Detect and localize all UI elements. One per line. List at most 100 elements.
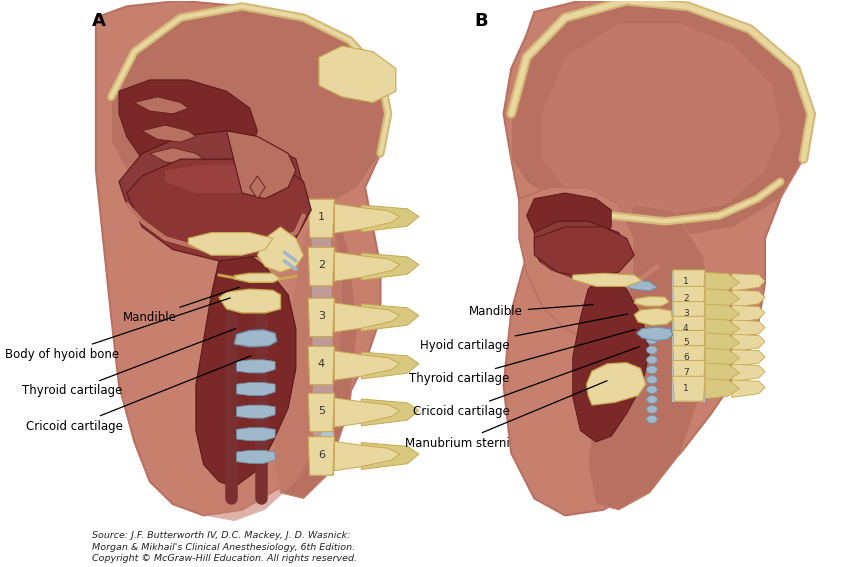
Polygon shape [673,346,705,371]
Polygon shape [308,437,335,475]
Polygon shape [673,361,705,386]
Text: Hyoid cartilage: Hyoid cartilage [420,314,628,352]
Text: Thyroid cartilage: Thyroid cartilage [409,329,636,385]
Polygon shape [732,334,765,352]
Text: Manubrium sterni: Manubrium sterni [405,380,607,450]
Polygon shape [335,351,400,380]
Polygon shape [504,1,803,515]
Polygon shape [165,165,288,193]
Polygon shape [335,252,400,281]
Circle shape [647,386,657,393]
Polygon shape [227,131,296,198]
Polygon shape [673,302,705,327]
Polygon shape [672,272,705,402]
Polygon shape [308,247,335,286]
Polygon shape [673,331,705,356]
Text: 6: 6 [683,353,689,362]
Polygon shape [673,286,705,311]
Circle shape [647,405,657,413]
Text: Mandible: Mandible [123,287,239,324]
Polygon shape [361,352,419,379]
Polygon shape [732,274,765,291]
Text: Body of hyoid bone: Body of hyoid bone [5,298,230,361]
Polygon shape [308,393,335,431]
Text: A: A [92,12,106,30]
Text: Thyroid cartilage: Thyroid cartilage [22,329,236,397]
Polygon shape [705,272,740,293]
Polygon shape [237,383,275,396]
Text: 2: 2 [683,294,689,303]
Polygon shape [135,97,188,114]
Text: 3: 3 [683,309,689,318]
Polygon shape [673,270,705,295]
Polygon shape [542,23,781,215]
Text: 5: 5 [683,338,689,347]
Polygon shape [634,297,669,306]
Polygon shape [705,289,740,308]
Text: B: B [474,12,488,30]
Polygon shape [527,193,611,249]
Polygon shape [705,363,740,383]
Polygon shape [637,327,673,341]
Circle shape [647,356,657,364]
Text: 3: 3 [317,311,325,321]
Text: Cricoid cartilage: Cricoid cartilage [26,356,251,433]
Polygon shape [673,376,705,401]
Text: 1: 1 [683,384,689,392]
Polygon shape [705,333,740,353]
Polygon shape [705,348,740,368]
Text: 1: 1 [683,277,689,286]
Polygon shape [127,159,311,261]
Text: 7: 7 [683,368,689,377]
Polygon shape [587,363,646,405]
Polygon shape [361,304,419,331]
Polygon shape [732,290,765,307]
Polygon shape [311,204,335,476]
Polygon shape [588,204,711,510]
Polygon shape [705,379,740,399]
Polygon shape [237,428,275,441]
Polygon shape [335,204,400,233]
Polygon shape [273,198,358,498]
Polygon shape [535,227,634,278]
Polygon shape [335,441,400,471]
Text: 1: 1 [317,212,325,222]
Polygon shape [705,304,740,324]
Polygon shape [308,199,335,238]
Polygon shape [119,80,257,176]
Polygon shape [732,320,765,337]
Polygon shape [142,125,196,142]
Text: 4: 4 [317,359,325,369]
Polygon shape [511,1,811,238]
Text: 2: 2 [317,260,325,270]
Polygon shape [573,272,650,442]
Circle shape [647,376,657,384]
Polygon shape [112,6,388,221]
Polygon shape [619,280,657,291]
Polygon shape [335,303,400,332]
Polygon shape [234,273,281,282]
Polygon shape [573,273,642,286]
Circle shape [647,366,657,374]
Circle shape [647,336,657,344]
Polygon shape [150,148,203,165]
Polygon shape [96,1,388,515]
Circle shape [647,396,657,403]
Polygon shape [250,176,265,198]
Polygon shape [732,364,765,382]
Polygon shape [308,346,335,385]
Polygon shape [519,187,634,340]
Polygon shape [237,405,275,418]
Polygon shape [237,450,275,463]
Polygon shape [234,330,276,347]
Polygon shape [188,232,273,255]
Polygon shape [335,398,400,427]
Polygon shape [361,399,419,426]
Polygon shape [732,349,765,367]
Polygon shape [237,360,275,373]
Polygon shape [535,221,626,278]
Text: 6: 6 [317,450,325,460]
Polygon shape [634,308,673,325]
Text: Cricoid cartilage: Cricoid cartilage [413,346,639,418]
Polygon shape [319,46,396,103]
